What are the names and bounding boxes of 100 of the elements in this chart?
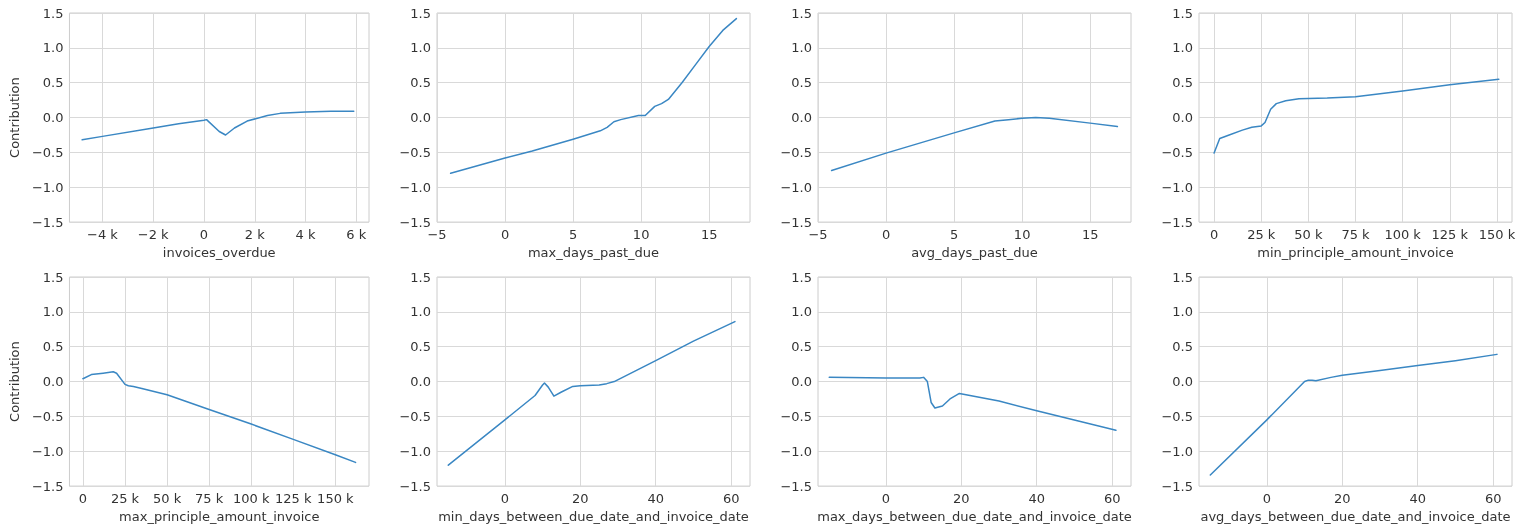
x-tick-label: 0 bbox=[199, 227, 209, 243]
y-tick-label: −1.5 bbox=[399, 214, 431, 230]
x-tick-label: 100 k bbox=[232, 491, 270, 507]
y-tick-label: 1.0 bbox=[410, 304, 431, 320]
x-tick-label: 0 bbox=[1209, 227, 1219, 243]
x-tick-label: 150 k bbox=[1478, 227, 1516, 243]
y-tick-label: −1.0 bbox=[399, 443, 431, 459]
x-axis-title: avg_days_between_due_date_and_invoice_date bbox=[1200, 509, 1511, 524]
x-axis-title: invoices_overdue bbox=[162, 245, 276, 260]
y-tick-label: −0.5 bbox=[780, 408, 812, 424]
y-tick-label: 1.5 bbox=[791, 269, 812, 285]
y-axis-title: Contribution bbox=[7, 341, 22, 422]
y-tick-label: −0.5 bbox=[31, 144, 64, 160]
y-tick-label: −0.5 bbox=[399, 408, 431, 424]
x-tick-label: 40 bbox=[1409, 491, 1426, 507]
y-tick-label: 0.5 bbox=[410, 75, 431, 91]
x-tick-label: 60 bbox=[1484, 491, 1502, 507]
x-tick-label: 25 k bbox=[1247, 227, 1276, 243]
x-axis-title: min_principle_amount_invoice bbox=[1257, 245, 1454, 260]
y-tick-label: 1.0 bbox=[791, 40, 812, 56]
x-tick-label: −2 k bbox=[137, 227, 170, 243]
x-tick-label: 125 k bbox=[1431, 227, 1469, 243]
x-tick-label: 40 bbox=[1028, 491, 1045, 507]
y-tick-label: 0.0 bbox=[791, 110, 812, 126]
y-tick-label: 1.5 bbox=[791, 5, 812, 21]
x-tick-label: 0 bbox=[500, 491, 510, 507]
y-tick-label: −0.5 bbox=[1161, 144, 1193, 160]
y-tick-label: 1.5 bbox=[1172, 5, 1193, 21]
y-tick-label: 0.5 bbox=[791, 339, 812, 355]
x-tick-label: 40 bbox=[647, 491, 664, 507]
y-tick-label: 1.0 bbox=[42, 40, 64, 56]
x-tick-label: 20 bbox=[1334, 491, 1351, 507]
line-series bbox=[830, 116, 1119, 172]
x-tick-label: 150 k bbox=[317, 491, 355, 507]
line-series bbox=[828, 376, 1117, 432]
x-tick-label: 0 bbox=[78, 491, 88, 507]
y-tick-label: −1.5 bbox=[399, 478, 431, 494]
y-tick-label: 0.5 bbox=[791, 75, 812, 91]
y-tick-label: −0.5 bbox=[1161, 408, 1193, 424]
x-tick-label: 75 k bbox=[195, 491, 224, 507]
x-tick-label: 60 bbox=[722, 491, 740, 507]
y-tick-label: 0.0 bbox=[1172, 110, 1193, 126]
y-tick-label: 0.0 bbox=[410, 374, 431, 390]
x-tick-label: 10 bbox=[632, 227, 650, 243]
x-tick-label: 0 bbox=[500, 227, 510, 243]
x-tick-label: 75 k bbox=[1341, 227, 1371, 243]
y-tick-label: −1.0 bbox=[780, 443, 812, 459]
y-tick-label: 0.0 bbox=[410, 110, 431, 126]
x-tick-label: 20 bbox=[572, 491, 589, 507]
x-axis-title: max_principle_amount_invoice bbox=[119, 509, 320, 524]
line-series bbox=[82, 371, 357, 464]
y-tick-label: −1.5 bbox=[31, 478, 64, 494]
x-tick-label: 100 k bbox=[1384, 227, 1422, 243]
x-axis-title: min_days_between_due_date_and_invoice_date bbox=[438, 509, 749, 524]
y-tick-label: 1.0 bbox=[42, 304, 64, 320]
x-tick-label: 0 bbox=[1262, 491, 1272, 507]
x-tick-label: 50 k bbox=[1294, 227, 1323, 243]
x-tick-label: 5 bbox=[949, 227, 959, 243]
x-tick-label: −5 bbox=[808, 227, 828, 243]
y-tick-label: −1.0 bbox=[780, 179, 812, 195]
y-tick-label: −0.5 bbox=[31, 408, 64, 424]
y-tick-label: −1.0 bbox=[1161, 179, 1193, 195]
y-tick-label: −1.0 bbox=[31, 179, 64, 195]
y-tick-label: −1.0 bbox=[31, 443, 64, 459]
y-tick-label: 1.0 bbox=[410, 40, 431, 56]
x-tick-label: 6 k bbox=[346, 227, 367, 243]
x-tick-label: 15 bbox=[1081, 227, 1099, 243]
y-tick-label: −0.5 bbox=[399, 144, 431, 160]
y-tick-label: 0.5 bbox=[42, 339, 64, 355]
x-tick-label: 60 bbox=[1103, 491, 1121, 507]
y-tick-label: −1.5 bbox=[31, 214, 64, 230]
y-tick-label: −1.0 bbox=[1161, 443, 1193, 459]
y-tick-label: 1.5 bbox=[42, 5, 64, 21]
line-series bbox=[1209, 353, 1498, 476]
x-tick-label: 4 k bbox=[295, 227, 316, 243]
y-tick-label: 1.0 bbox=[1172, 40, 1193, 56]
x-tick-label: 15 bbox=[700, 227, 718, 243]
y-tick-label: 0.5 bbox=[1172, 339, 1193, 355]
x-tick-label: 20 bbox=[953, 491, 970, 507]
x-tick-label: 5 bbox=[568, 227, 578, 243]
y-tick-label: 1.0 bbox=[791, 304, 812, 320]
y-tick-label: −1.5 bbox=[780, 478, 812, 494]
x-tick-label: −4 k bbox=[87, 227, 119, 243]
y-tick-label: −1.0 bbox=[399, 179, 431, 195]
x-tick-label: 125 k bbox=[275, 491, 312, 507]
y-tick-label: 1.5 bbox=[410, 5, 431, 21]
x-tick-label: 25 k bbox=[110, 491, 140, 507]
y-tick-label: 1.5 bbox=[1172, 269, 1193, 285]
y-axis-title: Contribution bbox=[7, 77, 22, 158]
x-tick-label: −5 bbox=[427, 227, 447, 243]
y-tick-label: −1.5 bbox=[1161, 214, 1193, 230]
y-tick-label: −0.5 bbox=[780, 144, 812, 160]
y-tick-label: 0.0 bbox=[1172, 374, 1193, 390]
x-axis-title: avg_days_past_due bbox=[911, 245, 1038, 260]
line-series bbox=[81, 110, 355, 141]
line-series bbox=[1213, 78, 1500, 154]
y-tick-label: 0.5 bbox=[410, 339, 431, 355]
y-tick-label: 0.5 bbox=[42, 75, 64, 91]
y-tick-label: 0.5 bbox=[1172, 75, 1193, 91]
line-series bbox=[449, 17, 738, 175]
